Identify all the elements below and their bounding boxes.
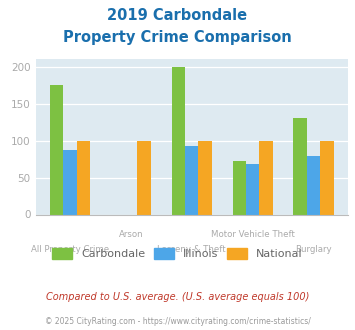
Bar [198,141,212,214]
Bar [63,150,77,214]
Text: © 2025 CityRating.com - https://www.cityrating.com/crime-statistics/: © 2025 CityRating.com - https://www.city… [45,317,310,326]
Text: Arson: Arson [119,230,143,239]
Bar [307,156,320,215]
Text: 2019 Carbondale: 2019 Carbondale [108,8,247,23]
Bar [77,141,90,214]
Bar [233,161,246,215]
Text: Motor Vehicle Theft: Motor Vehicle Theft [211,230,295,239]
Text: Property Crime Comparison: Property Crime Comparison [63,30,292,45]
Bar [260,141,273,214]
Bar [294,118,307,214]
Text: Burglary: Burglary [295,245,332,254]
Bar [50,85,63,214]
Bar [137,141,151,214]
Text: Larceny & Theft: Larceny & Theft [157,245,226,254]
Bar [185,146,198,214]
Bar [246,164,260,214]
Bar [171,67,185,214]
Text: Compared to U.S. average. (U.S. average equals 100): Compared to U.S. average. (U.S. average … [46,292,309,302]
Bar [320,141,334,214]
Legend: Carbondale, Illinois, National: Carbondale, Illinois, National [48,243,307,263]
Text: All Property Crime: All Property Crime [31,245,109,254]
